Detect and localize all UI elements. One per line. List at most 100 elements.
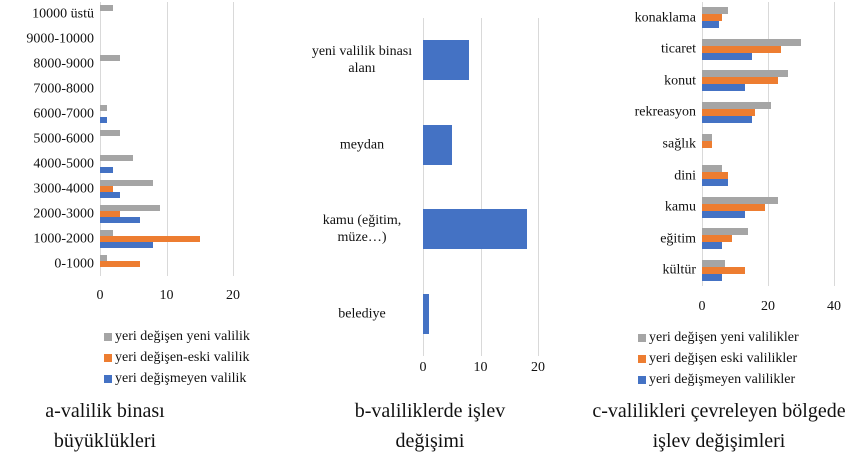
bar [423,293,429,334]
bar [702,77,778,85]
legend-swatch [104,333,112,341]
y-tick-label: 5000-6000 [33,131,94,147]
bar [100,260,140,267]
grid-line [480,18,482,356]
bar [702,179,729,187]
bar [702,266,745,274]
y-tick-label: sağlık [662,136,696,152]
bar [100,179,154,186]
y-tick-label: yeni valilik binası alanı [311,44,413,77]
grid-line [423,18,424,356]
caption: c-valilikleri çevreleyen bölgede işlev d… [592,400,846,452]
x-tick-label: 0 [419,360,427,375]
bar [702,52,752,60]
bar [702,84,745,92]
bar [100,254,107,261]
y-tick-label: 0-1000 [54,256,94,272]
bar [100,130,120,136]
y-tick-label: 4000-5000 [33,156,94,172]
caption: b-valiliklerde işlev değişimi [354,400,506,452]
legend-swatch [104,375,112,383]
bar [702,7,729,15]
grid-line [538,18,539,356]
grid-line [233,2,234,276]
bar [100,55,120,62]
y-tick-label: belediye [338,306,386,322]
y-tick-label: kültür [662,262,696,278]
bar [702,70,788,78]
bar [100,235,200,242]
y-tick-label: kamu (eğitim, müze…) [322,213,402,246]
bar [702,273,722,281]
x-tick-label: 20 [226,288,240,303]
bar [100,204,160,211]
y-tick-label: 3000-4000 [33,181,94,197]
bar [702,115,752,123]
y-tick-label: 8000-9000 [33,56,94,72]
bar [100,191,120,198]
y-tick-label: konaklama [634,10,696,26]
bar [702,140,712,148]
y-tick-label: rekreasyon [634,104,696,120]
bar [702,133,712,141]
bar [100,166,114,173]
legend-label: yeri değişmeyen valilik [115,371,247,386]
bar [702,172,729,180]
bar [702,242,722,250]
x-tick-label: 0 [698,299,706,314]
legend-label: yeri değişen yeni valilik [115,329,250,344]
y-tick-label: 7000-8000 [33,81,94,97]
grid-line [834,2,835,286]
grid-line [768,2,769,286]
bar [100,210,120,217]
bar [100,5,114,12]
y-tick-label: 9000-10000 [26,31,94,47]
bar [702,228,749,236]
bar [702,45,782,53]
y-tick-label: dini [674,168,696,184]
bar [100,185,114,192]
legend-swatch [638,334,646,342]
bar [702,101,772,109]
bar [702,196,778,204]
bar [100,241,154,248]
legend-swatch [638,376,646,384]
y-tick-label: ticaret [661,41,696,57]
bar [702,38,801,46]
bar [100,216,140,223]
legend-label: yeri değişen eski valilikler [649,351,798,366]
bar [702,14,722,22]
y-tick-label: konut [664,73,696,89]
legend-label: yeri değişen yeni valilikler [649,330,799,345]
y-tick-label: 2000-3000 [33,206,94,222]
bar [423,209,527,250]
bar [702,108,755,116]
y-tick-label: meydan [339,137,385,153]
y-tick-label: 10000 üstü [32,6,94,22]
bar [702,210,745,218]
x-tick-label: 10 [473,360,488,375]
bar [423,124,452,165]
legend-label: yeri değişmeyen valilikler [649,372,796,387]
y-tick-label: 6000-7000 [33,106,94,122]
bar [702,259,726,267]
bar [702,203,765,211]
bar [100,154,134,161]
x-tick-label: 0 [96,288,104,303]
bar [702,235,732,243]
caption: a-valilik binası büyüklükleri [45,400,165,452]
y-tick-label: eğitim [660,231,696,247]
legend-swatch [104,354,112,362]
y-tick-label: 1000-2000 [33,231,94,247]
legend-swatch [638,355,646,363]
x-tick-label: 40 [827,299,841,314]
legend-label: yeri değişen-eski valilik [115,350,250,365]
x-tick-label: 20 [761,299,775,314]
x-tick-label: 10 [159,288,174,303]
bar [100,229,114,236]
bar [100,105,107,112]
bar [702,165,722,173]
x-tick-label: 20 [531,360,545,375]
y-tick-label: kamu [664,199,696,215]
